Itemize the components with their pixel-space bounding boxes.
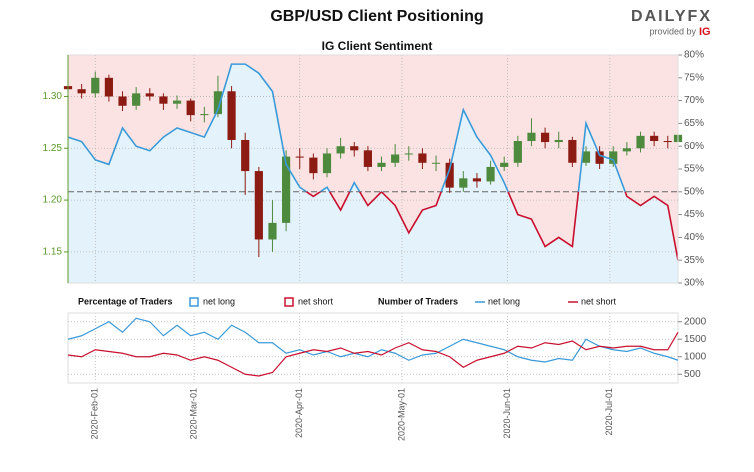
- legend-label: net long: [203, 296, 235, 306]
- y2-tick-label: 55%: [684, 164, 704, 175]
- candle-body: [91, 77, 100, 94]
- x-tick-label: 2020-Jul-01: [604, 388, 614, 436]
- candle-body: [268, 222, 277, 240]
- candle-body: [459, 178, 468, 188]
- candle-body: [213, 91, 223, 115]
- legend-swatch: [189, 297, 199, 307]
- candle-body: [554, 139, 563, 143]
- candle-body: [391, 154, 400, 163]
- candle-body: [663, 141, 672, 143]
- candle-body: [595, 151, 604, 164]
- y2-tick-label: 60%: [684, 141, 704, 152]
- y2-tick-label: 40%: [684, 232, 704, 243]
- candle-body: [472, 178, 482, 182]
- candle-body: [77, 89, 86, 94]
- y-tick-label: 1.30: [43, 91, 63, 102]
- legend-swatch: [284, 297, 294, 307]
- y2-tick-label: 45%: [684, 209, 704, 220]
- y2-tick-label: 35%: [684, 255, 704, 266]
- legend-label: net short: [298, 296, 334, 306]
- net-long-line: [67, 63, 627, 192]
- y2-tick-label: 70%: [684, 95, 704, 106]
- x-tick-label: 2020-Feb-01: [90, 388, 100, 440]
- y2-tick-label: 75%: [684, 72, 704, 83]
- candle-body: [295, 156, 304, 158]
- candle-body: [350, 146, 359, 151]
- chart-title: GBP/USD Client Positioning: [270, 8, 483, 25]
- legend-title: Percentage of Traders: [78, 296, 173, 306]
- y-tick-label: 1500: [684, 334, 707, 345]
- y2-tick-label: 50%: [684, 186, 704, 197]
- candle-body: [172, 100, 182, 104]
- candle-body: [309, 157, 318, 174]
- panel-frame: [67, 312, 679, 384]
- y2-tick-label: 80%: [684, 50, 704, 61]
- candle-body: [486, 166, 495, 182]
- logo-tagline: provided by: [649, 26, 696, 36]
- candle-body: [336, 146, 345, 154]
- candle-body: [404, 153, 413, 155]
- candle-body: [418, 153, 427, 163]
- candle-body: [322, 153, 332, 174]
- y-tick-label: 1.20: [43, 195, 63, 206]
- x-tick-label: 2020-Apr-01: [294, 388, 304, 438]
- candle-body: [145, 93, 154, 97]
- candle-body: [445, 162, 454, 188]
- candle-body: [241, 139, 250, 172]
- logo-sponsor: IG: [699, 26, 711, 38]
- candle-body: [622, 148, 631, 152]
- legend-label: net short: [581, 296, 617, 306]
- y-tick-label: 500: [684, 369, 701, 380]
- candle-body: [132, 93, 141, 106]
- y2-tick-label: 65%: [684, 118, 704, 129]
- y-tick-label: 2000: [684, 316, 707, 327]
- candle-body: [377, 162, 386, 167]
- candle-body: [363, 150, 372, 167]
- y-tick-label: 1.25: [43, 143, 63, 154]
- candle-body: [568, 139, 577, 163]
- candle-body: [200, 114, 209, 116]
- legend-label: net long: [488, 296, 520, 306]
- candle-body: [186, 100, 195, 116]
- candle-body: [104, 77, 113, 97]
- candle-body: [282, 156, 291, 223]
- logo-brand: DAILYFX: [631, 8, 712, 25]
- candle-body: [500, 162, 509, 167]
- x-tick-label: 2020-Mar-01: [188, 388, 198, 440]
- y-tick-label: 1.15: [43, 247, 63, 258]
- candle-body: [254, 171, 263, 240]
- y2-tick-label: 30%: [684, 278, 704, 289]
- candle-body: [527, 132, 536, 142]
- x-tick-label: 2020-May-01: [396, 388, 406, 441]
- net-short-line: [305, 191, 679, 261]
- candle-body: [159, 96, 168, 104]
- legend-title: Number of Traders: [378, 296, 458, 306]
- candle-body: [118, 96, 127, 106]
- candle-body: [636, 135, 645, 149]
- y-tick-label: 1000: [684, 351, 707, 362]
- candle-body: [513, 141, 522, 163]
- x-tick-label: 2020-Jun-01: [502, 388, 512, 439]
- candle-body: [541, 132, 550, 143]
- chart-subtitle: IG Client Sentiment: [322, 39, 433, 53]
- candle-body: [581, 151, 591, 163]
- count-line: [67, 317, 679, 363]
- long-area: [68, 64, 678, 284]
- count-line: [67, 331, 679, 377]
- candle-body: [431, 162, 441, 164]
- candle-body: [650, 135, 659, 142]
- candle-body: [227, 91, 236, 140]
- candle-body: [609, 151, 618, 164]
